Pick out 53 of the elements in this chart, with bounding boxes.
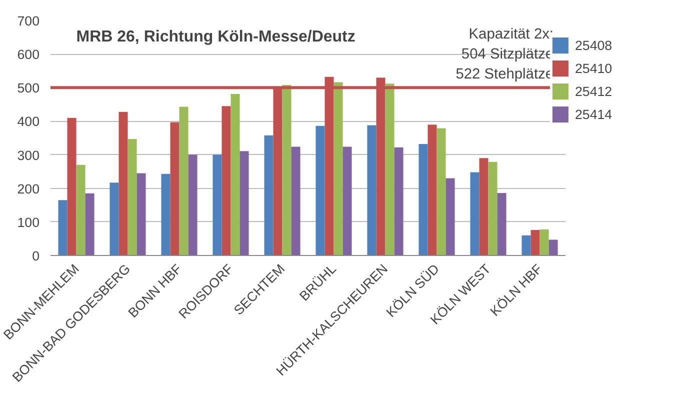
bar bbox=[470, 172, 480, 256]
legend-label: 25414 bbox=[575, 106, 612, 122]
bar bbox=[161, 174, 170, 256]
bar bbox=[128, 139, 137, 256]
bar bbox=[530, 230, 540, 256]
bar bbox=[179, 106, 188, 256]
annotation: 522 Stehplätze bbox=[456, 66, 554, 82]
bar bbox=[446, 178, 455, 256]
y-tick-label: 300 bbox=[17, 148, 40, 163]
bar bbox=[136, 173, 146, 256]
y-tick-label: 100 bbox=[17, 214, 40, 230]
legend-label: 25408 bbox=[575, 38, 612, 52]
bar bbox=[497, 193, 506, 256]
y-tick-label: 500 bbox=[17, 80, 40, 96]
bar bbox=[118, 112, 128, 256]
bar bbox=[316, 126, 325, 256]
bar bbox=[76, 164, 86, 256]
bar bbox=[479, 158, 488, 256]
legend-label: 25412 bbox=[575, 84, 612, 98]
bar bbox=[85, 193, 94, 256]
bar bbox=[394, 147, 404, 256]
y-tick-label: 600 bbox=[17, 47, 40, 62]
bar bbox=[436, 128, 446, 256]
y-tick-label: 200 bbox=[17, 181, 40, 196]
bar bbox=[222, 106, 231, 256]
bar bbox=[58, 200, 68, 256]
bar bbox=[342, 146, 352, 256]
bar bbox=[170, 122, 180, 256]
bar bbox=[385, 84, 394, 256]
y-tick-label: 400 bbox=[17, 114, 40, 130]
bar bbox=[282, 84, 292, 256]
bar bbox=[522, 235, 531, 256]
bar bbox=[418, 144, 428, 256]
annotation: 504 Sitzplätze bbox=[461, 46, 554, 62]
bar bbox=[488, 162, 498, 256]
bar bbox=[334, 82, 343, 256]
bar bbox=[212, 154, 222, 256]
bar bbox=[540, 229, 549, 256]
bar bbox=[428, 124, 437, 256]
bar bbox=[264, 135, 274, 256]
y-tick-label: 700 bbox=[17, 14, 40, 28]
annotation: Kapazität 2x: bbox=[468, 26, 554, 42]
bar bbox=[291, 146, 300, 256]
bar bbox=[110, 182, 119, 256]
bar bbox=[240, 151, 249, 256]
bar bbox=[367, 125, 376, 256]
bar bbox=[188, 154, 198, 256]
text: MRB 26, Richtung Köln-Messe/Deutz bbox=[76, 28, 356, 46]
bar bbox=[548, 240, 558, 256]
bar bbox=[67, 118, 76, 256]
legend-label: 25410 bbox=[575, 60, 612, 76]
bar bbox=[230, 94, 240, 256]
y-tick-label: 0 bbox=[32, 248, 40, 264]
